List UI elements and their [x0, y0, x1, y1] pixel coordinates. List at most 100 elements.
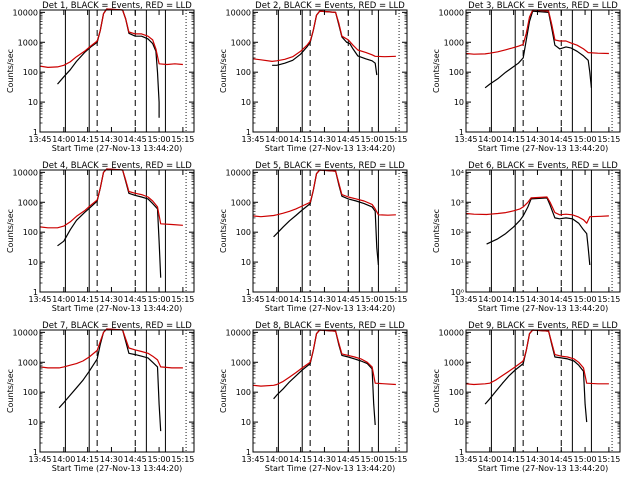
y-tick-label: 1: [246, 128, 251, 137]
events-series-line: [273, 169, 379, 266]
detector-panel-6: 10⁰ 10¹ 10² 10³ 10⁴ 13:45 14:00 14:15 14:30 14:45…: [432, 161, 621, 313]
y-tick-label: 100: [236, 228, 251, 237]
y-tick-label: 10000: [439, 328, 464, 337]
panel-title: Det 5, BLACK = Events, RED = LLD: [255, 161, 405, 171]
x-tick-label: 14:00: [265, 295, 288, 304]
x-tick-label: 14:00: [478, 455, 501, 464]
detector-panel-7: 1 10 100 1000 10000 13:45 14:00 14:15 14:30 14:45…: [6, 321, 195, 473]
x-tick-label: 15:00: [361, 455, 384, 464]
x-tick-label: 15:15: [384, 455, 407, 464]
y-tick-label: 10⁰: [451, 288, 464, 297]
y-tick-label: 1: [33, 288, 38, 297]
panel-title: Det 4, BLACK = Events, RED = LLD: [42, 161, 192, 171]
y-tick-label: 1000: [18, 198, 38, 207]
panel-title: Det 6, BLACK = Events, RED = LLD: [468, 161, 618, 171]
x-tick-label: 15:00: [148, 295, 171, 304]
x-tick-label: 14:15: [76, 295, 99, 304]
plot-frame: [465, 9, 621, 133]
x-tick-label: 15:00: [361, 135, 384, 144]
x-tick-label: 13:45: [28, 455, 51, 464]
x-tick-label: 14:30: [526, 135, 549, 144]
x-tick-label: 15:00: [148, 455, 171, 464]
lld-series-line: [39, 168, 183, 229]
y-axis-title: Counts/sec: [219, 49, 228, 93]
x-tick-label: 13:45: [28, 295, 51, 304]
x-tick-label: 13:45: [454, 295, 477, 304]
events-series-line: [57, 8, 160, 118]
events-series-line: [58, 328, 162, 432]
y-tick-label: 100: [23, 388, 38, 397]
x-tick-label: 14:45: [550, 135, 573, 144]
y-tick-label: 100: [23, 68, 38, 77]
plot-frame: [252, 169, 408, 293]
panel-title: Det 2, BLACK = Events, RED = LLD: [255, 1, 405, 11]
y-tick-label: 1: [246, 448, 251, 457]
plot-frame: [252, 329, 408, 453]
y-tick-label: 10000: [13, 328, 38, 337]
detector-panel-3: 1 10 100 1000 10000 13:45 14:00 14:15 14:30 14:45…: [432, 1, 621, 153]
x-tick-label: 14:00: [265, 455, 288, 464]
y-tick-label: 1: [33, 448, 38, 457]
y-tick-label: 100: [449, 68, 464, 77]
x-tick-label: 14:45: [550, 295, 573, 304]
lld-series-line: [465, 196, 609, 224]
x-tick-label: 14:00: [478, 135, 501, 144]
x-tick-label: 14:00: [52, 455, 75, 464]
panel-title: Det 8, BLACK = Events, RED = LLD: [255, 321, 405, 331]
y-axis-title: Counts/sec: [432, 209, 441, 253]
y-tick-label: 10000: [13, 168, 38, 177]
y-axis-title: Counts/sec: [432, 369, 441, 413]
y-tick-label: 10000: [226, 8, 251, 17]
x-tick-label: 14:30: [526, 455, 549, 464]
x-tick-label: 14:15: [289, 135, 312, 144]
y-tick-label: 10: [241, 98, 251, 107]
x-tick-label: 15:15: [171, 455, 194, 464]
x-tick-label: 15:15: [171, 135, 194, 144]
x-tick-label: 15:15: [597, 135, 620, 144]
x-tick-label: 14:30: [100, 295, 123, 304]
x-axis-title: Start Time (27-Nov-13 13:44:20): [478, 464, 608, 473]
y-tick-label: 10: [28, 98, 38, 107]
y-tick-label: 1000: [231, 38, 251, 47]
x-tick-label: 15:00: [361, 295, 384, 304]
y-tick-label: 10: [454, 418, 464, 427]
panel-title: Det 9, BLACK = Events, RED = LLD: [468, 321, 618, 331]
x-tick-label: 14:15: [502, 135, 525, 144]
plot-frame: [39, 9, 195, 133]
x-tick-label: 15:00: [574, 135, 597, 144]
detector-panel-1: 1 10 100 1000 10000 13:45 14:00 14:15 14:30 14:45…: [6, 1, 195, 153]
x-tick-label: 15:15: [384, 135, 407, 144]
events-series-line: [486, 197, 591, 266]
x-tick-label: 14:15: [502, 455, 525, 464]
detector-panel-8: 1 10 100 1000 10000 13:45 14:00 14:15 14:30 14:45…: [219, 321, 408, 473]
y-tick-label: 10: [241, 258, 251, 267]
y-tick-label: 10: [454, 98, 464, 107]
y-tick-label: 1: [459, 448, 464, 457]
plot-frame: [465, 329, 621, 453]
y-axis-title: Counts/sec: [432, 49, 441, 93]
detector-panel-5: 1 10 100 1000 10000 13:45 14:00 14:15 14:30 14:45…: [219, 161, 408, 313]
y-tick-label: 10000: [226, 168, 251, 177]
x-tick-label: 13:45: [454, 135, 477, 144]
lld-series-line: [252, 10, 396, 62]
x-axis-title: Start Time (27-Nov-13 13:44:20): [52, 144, 182, 153]
x-tick-label: 15:15: [597, 455, 620, 464]
x-tick-label: 14:30: [100, 135, 123, 144]
lld-series-line: [465, 329, 609, 386]
y-tick-label: 1000: [444, 38, 464, 47]
x-tick-label: 14:30: [313, 135, 336, 144]
panel-title: Det 3, BLACK = Events, RED = LLD: [468, 1, 618, 11]
x-tick-label: 14:00: [265, 135, 288, 144]
events-series-line: [484, 10, 592, 89]
plot-frame: [39, 169, 195, 293]
y-tick-label: 10³: [451, 198, 464, 207]
y-axis-title: Counts/sec: [219, 209, 228, 253]
x-tick-label: 15:15: [384, 295, 407, 304]
x-tick-label: 14:15: [289, 295, 312, 304]
events-series-line: [272, 10, 378, 76]
y-tick-label: 100: [449, 388, 464, 397]
y-tick-label: 10000: [13, 8, 38, 17]
y-tick-label: 10000: [439, 8, 464, 17]
x-axis-title: Start Time (27-Nov-13 13:44:20): [478, 304, 608, 313]
